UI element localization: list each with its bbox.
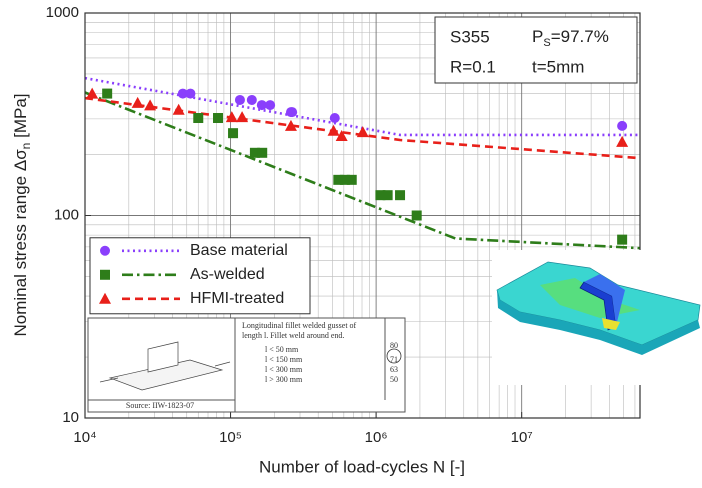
marker-square: [100, 269, 110, 280]
marker-triangle: [225, 111, 238, 123]
fe-gusset-face: [584, 274, 625, 326]
annotation-text: S355: [450, 27, 490, 46]
legend-label: As-welded: [190, 266, 265, 283]
marker-square: [102, 88, 113, 99]
inset-condition: l > 300 mm: [265, 375, 303, 384]
marker-circle: [177, 88, 188, 99]
marker-circle: [265, 100, 276, 111]
legend-label: Base material: [190, 242, 288, 259]
marker-circle: [329, 113, 340, 124]
marker-circle: [256, 100, 267, 111]
y-axis-label-sub: n: [19, 143, 33, 150]
inset-condition: l < 150 mm: [265, 355, 303, 364]
fit-line: [84, 76, 640, 137]
marker-square: [213, 113, 224, 124]
marker-circle: [185, 88, 196, 99]
marker-square: [395, 190, 406, 201]
inset-source: Source: IIW-1823-07: [126, 401, 194, 410]
marker-triangle: [327, 124, 340, 136]
marker-triangle: [131, 96, 144, 108]
x-tick-label: 10⁴: [73, 429, 96, 446]
annotation: S355 PS=97.7% R=0.1 t=5mm: [434, 16, 638, 84]
inset-fat: 71: [390, 355, 398, 364]
marker-square: [382, 190, 393, 201]
inset-gusset: [147, 341, 179, 373]
marker-square: [249, 147, 260, 158]
curves: [84, 76, 641, 250]
marker-square: [228, 128, 239, 139]
marker-square: [339, 174, 350, 185]
marker-square: [411, 210, 422, 221]
annotation-sub: S: [543, 37, 550, 49]
marker-square: [193, 113, 204, 124]
marker-triangle: [99, 292, 111, 304]
annotation-text: PS=97.7%: [532, 27, 609, 48]
annotation-text: P: [532, 27, 543, 46]
marker-triangle: [335, 129, 348, 141]
annotation-text: t=5mm: [532, 57, 584, 76]
inset-rows: l < 50 mm 80 l < 150 mm 71 l < 300 mm 63 l > 3…: [265, 341, 398, 384]
marker-square: [375, 190, 386, 201]
y-axis-label: Nominal stress range Δσn [MPa]: [11, 93, 33, 336]
plot-frame: [84, 12, 641, 419]
inset-arrow: [99, 377, 119, 383]
marker-triangle: [284, 119, 297, 131]
legend: Base material As-welded HFMI-treated: [89, 237, 311, 315]
points: [86, 87, 629, 245]
marker-circle: [100, 245, 110, 256]
marker-square: [617, 234, 628, 245]
inset-circle: [386, 348, 402, 364]
annotation-text: R=0.1: [450, 57, 496, 76]
x-tick-label: 10⁷: [511, 429, 533, 446]
marker-triangle: [616, 135, 629, 147]
y-axis-label-unit: [MPa]: [11, 93, 30, 142]
fe-plate-edge: [497, 290, 700, 355]
inset-fat: 63: [390, 365, 398, 374]
legend-label: HFMI-treated: [190, 290, 284, 307]
inset-text: length l. Fillet weld around end.: [242, 331, 344, 340]
marker-triangle: [356, 126, 369, 138]
inset-arrow: [214, 361, 231, 367]
fit-line: [84, 91, 641, 250]
fe-model: [492, 250, 702, 385]
inset-fat: 80: [390, 341, 398, 350]
annotation-text: =97.7%: [551, 27, 609, 46]
marker-circle: [617, 120, 628, 131]
inset-condition: l < 300 mm: [265, 365, 303, 374]
y-axis-label-text: Nominal stress range Δσ: [11, 149, 30, 337]
inset-condition: l < 50 mm: [265, 345, 299, 354]
y-tick-label: 1000: [46, 4, 79, 21]
marker-square: [333, 174, 344, 185]
marker-square: [346, 174, 357, 185]
x-tick-label: 10⁶: [365, 429, 388, 446]
x-tick-label: 10⁵: [219, 429, 242, 446]
marker-circle: [234, 94, 245, 105]
fit-line: [84, 96, 641, 160]
marker-circle: [246, 94, 257, 105]
fe-hotspot: [602, 318, 620, 330]
inset-fat: 50: [390, 375, 398, 384]
marker-triangle: [86, 87, 99, 99]
inset-text: Longitudinal fillet welded gusset of: [242, 321, 357, 330]
marker-square: [257, 147, 268, 158]
y-tick-label: 100: [54, 206, 79, 223]
x-axis-label: Number of load-cycles N [-]: [259, 457, 465, 476]
marker-triangle: [172, 103, 185, 115]
inset-frame: [87, 317, 406, 413]
inset: Source: IIW-1823-07 Longitudinal fillet …: [87, 317, 406, 413]
annotation-box: [434, 16, 638, 84]
marker-triangle: [144, 99, 157, 111]
y-tick-label: 10: [62, 409, 79, 426]
marker-circle: [287, 107, 298, 118]
marker-triangle: [236, 111, 249, 123]
